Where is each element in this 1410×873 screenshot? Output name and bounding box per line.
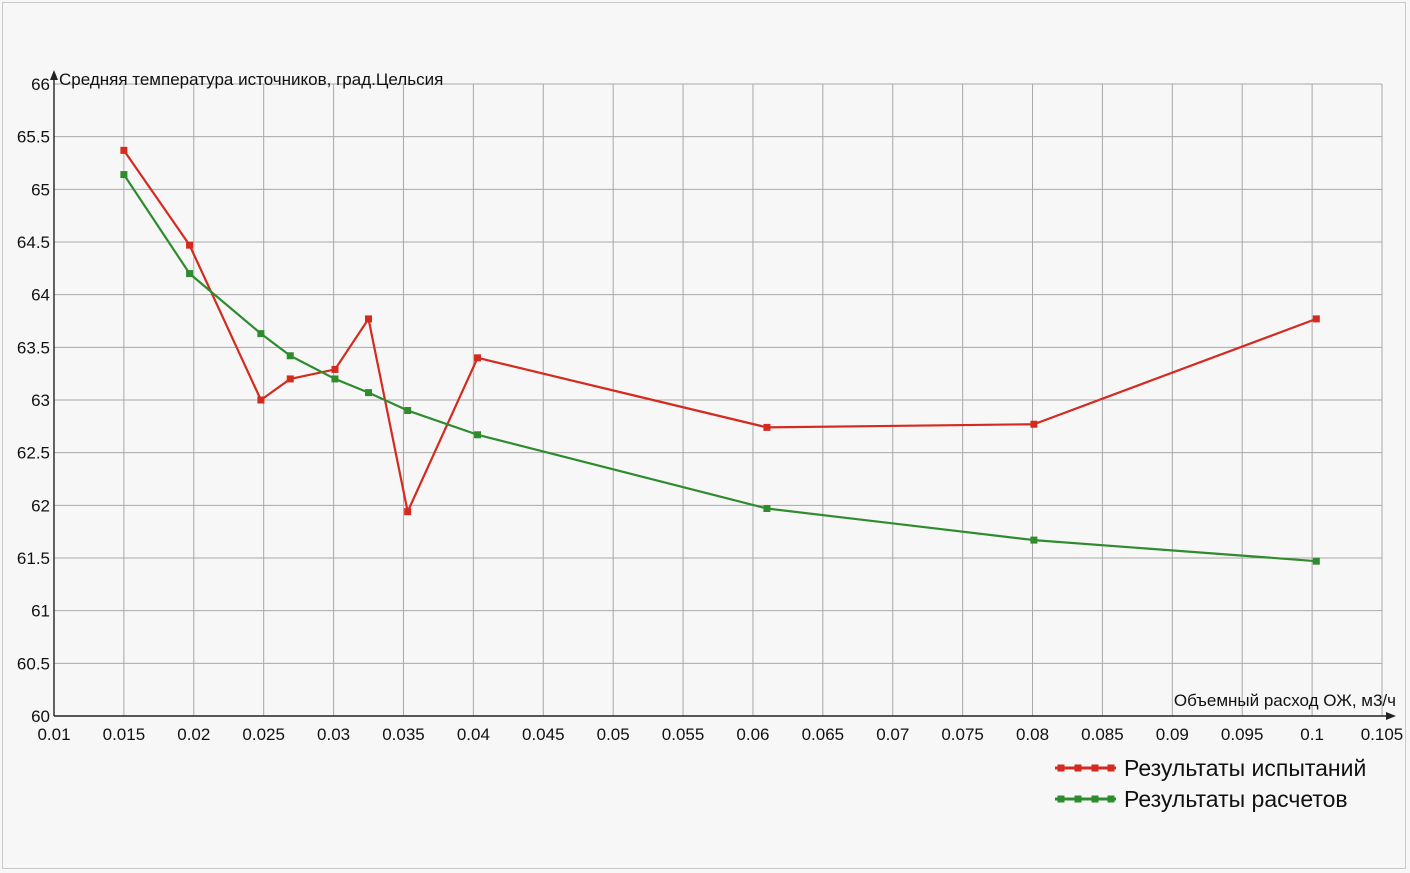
y-tick-label: 64 bbox=[31, 286, 50, 305]
legend-marker bbox=[1091, 764, 1099, 772]
y-tick-label: 64.5 bbox=[17, 233, 50, 252]
y-tick-label: 60 bbox=[31, 707, 50, 726]
data-point bbox=[331, 375, 339, 383]
data-point bbox=[474, 431, 482, 439]
series bbox=[120, 146, 1320, 565]
legend-marker bbox=[1091, 795, 1099, 803]
data-point bbox=[1030, 536, 1038, 544]
x-tick-label: 0.03 bbox=[317, 725, 350, 744]
data-point bbox=[186, 241, 194, 249]
x-tick-label: 0.05 bbox=[597, 725, 630, 744]
y-tick-label: 66 bbox=[31, 75, 50, 94]
y-axis-arrow bbox=[50, 70, 58, 80]
data-point bbox=[1312, 315, 1320, 323]
grid bbox=[53, 83, 1383, 717]
y-tick-label: 65 bbox=[31, 180, 50, 199]
data-point bbox=[286, 375, 294, 383]
x-tick-label: 0.085 bbox=[1081, 725, 1124, 744]
x-tick-label: 0.08 bbox=[1016, 725, 1049, 744]
data-point bbox=[763, 504, 771, 512]
x-tick-label: 0.065 bbox=[802, 725, 845, 744]
data-point bbox=[331, 365, 339, 373]
data-point bbox=[365, 315, 373, 323]
data-point bbox=[404, 407, 412, 415]
legend-marker bbox=[1074, 764, 1082, 772]
y-tick-label: 63 bbox=[31, 391, 50, 410]
axes bbox=[50, 70, 1396, 720]
y-tick-label: 62.5 bbox=[17, 444, 50, 463]
x-tick-label: 0.015 bbox=[103, 725, 146, 744]
x-tick-label: 0.02 bbox=[177, 725, 210, 744]
x-axis-title: Объемный расход ОЖ, м3/ч bbox=[1174, 691, 1396, 710]
legend-item-tests: Результаты испытаний bbox=[1055, 755, 1366, 781]
x-tick-label: 0.045 bbox=[522, 725, 565, 744]
data-point bbox=[365, 389, 373, 397]
series-tests bbox=[120, 146, 1320, 516]
x-tick-label: 0.095 bbox=[1221, 725, 1264, 744]
legend-marker bbox=[1107, 795, 1115, 803]
x-tick-label: 0.01 bbox=[37, 725, 70, 744]
x-tick-label: 0.055 bbox=[662, 725, 705, 744]
tick-labels: 0.01 0.015 0.02 0.025 0.03 0.035 0.04 0.045 0.05… bbox=[17, 75, 1403, 744]
data-point bbox=[257, 330, 265, 338]
legend-marker bbox=[1057, 764, 1065, 772]
x-tick-label: 0.075 bbox=[941, 725, 984, 744]
data-point bbox=[257, 396, 265, 404]
x-tick-label: 0.04 bbox=[457, 725, 490, 744]
line-chart: 0.01 0.015 0.02 0.025 0.03 0.035 0.04 0.045 0.05… bbox=[17, 70, 1403, 812]
legend-marker bbox=[1057, 795, 1065, 803]
legend-label-tests: Результаты испытаний bbox=[1124, 755, 1366, 781]
x-tick-label: 0.035 bbox=[382, 725, 425, 744]
data-point bbox=[1030, 420, 1038, 428]
y-axis-title: Средняя температура источников, град.Цел… bbox=[59, 70, 443, 89]
y-tick-label: 60.5 bbox=[17, 654, 50, 673]
x-tick-label: 0.06 bbox=[736, 725, 769, 744]
y-tick-label: 65.5 bbox=[17, 128, 50, 147]
legend-markers-calc bbox=[1057, 795, 1115, 803]
y-tick-label: 61.5 bbox=[17, 549, 50, 568]
data-point bbox=[120, 171, 128, 179]
series-calc bbox=[120, 171, 1320, 565]
legend-item-calc: Результаты расчетов bbox=[1055, 786, 1348, 812]
data-point bbox=[763, 423, 771, 431]
data-point bbox=[1312, 557, 1320, 565]
y-tick-label: 63.5 bbox=[17, 338, 50, 357]
x-tick-label: 0.07 bbox=[876, 725, 909, 744]
y-tick-label: 62 bbox=[31, 496, 50, 515]
data-point bbox=[474, 354, 482, 362]
data-point bbox=[286, 352, 294, 360]
data-point bbox=[120, 146, 128, 154]
x-tick-label: 0.1 bbox=[1300, 725, 1324, 744]
x-tick-label: 0.025 bbox=[242, 725, 285, 744]
legend-markers-tests bbox=[1057, 764, 1115, 772]
x-tick-label: 0.09 bbox=[1156, 725, 1189, 744]
x-tick-label: 0.105 bbox=[1361, 725, 1404, 744]
legend-marker bbox=[1074, 795, 1082, 803]
legend: Результаты испытаний Результаты расчетов bbox=[1055, 755, 1366, 812]
x-axis-arrow bbox=[1386, 712, 1396, 720]
data-point bbox=[404, 508, 412, 516]
data-point bbox=[186, 270, 194, 278]
legend-marker bbox=[1107, 764, 1115, 772]
y-tick-label: 61 bbox=[31, 602, 50, 621]
legend-label-calc: Результаты расчетов bbox=[1124, 786, 1348, 812]
